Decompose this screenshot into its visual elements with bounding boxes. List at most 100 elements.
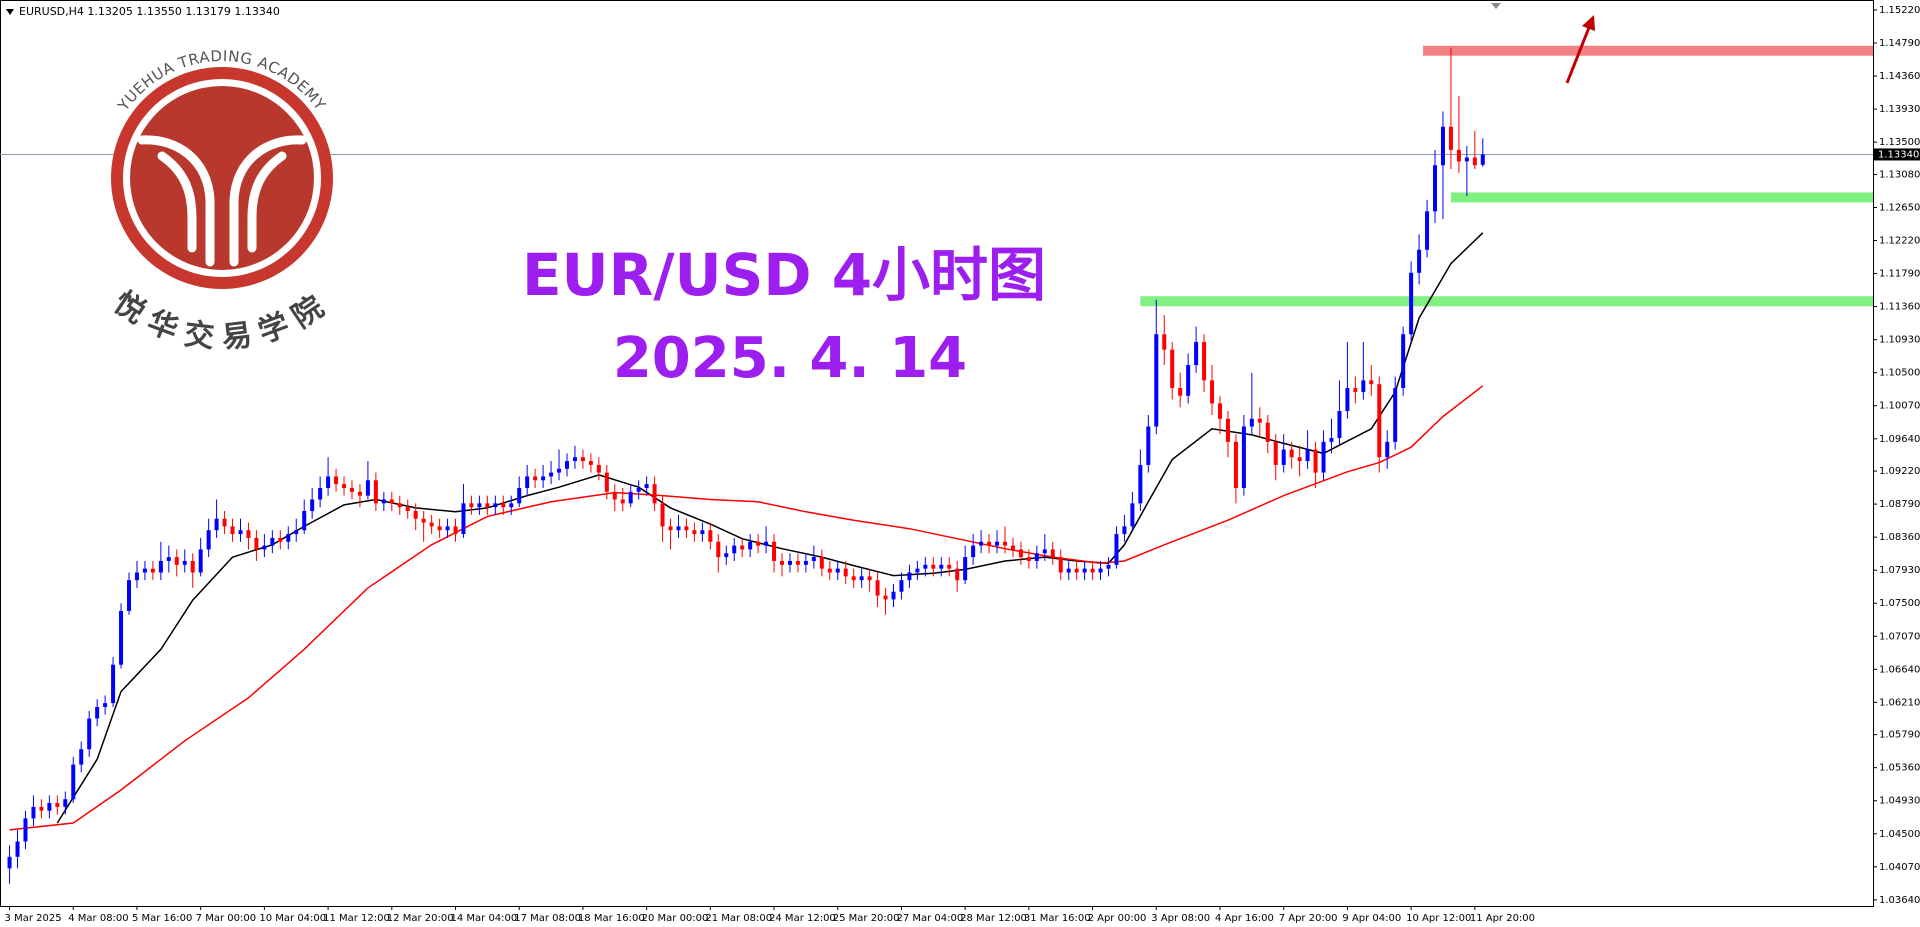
candle-body (270, 537, 275, 546)
y-tick-label: 1.07070 (1879, 631, 1920, 642)
candle-body (1425, 211, 1430, 250)
y-tick-label: 1.03640 (1879, 895, 1920, 906)
moving-average (9, 385, 1484, 831)
candle-body (1281, 449, 1286, 465)
candle-body (1122, 526, 1127, 535)
candle-body (254, 537, 259, 550)
y-tick-label: 1.14360 (1879, 71, 1920, 82)
candle-body (509, 503, 514, 508)
candle-body (724, 553, 729, 558)
candle-body (580, 457, 585, 462)
candle-body (564, 461, 569, 469)
y-tick-label: 1.15220 (1879, 5, 1920, 16)
candle-body (740, 545, 745, 550)
level-zone (1140, 296, 1873, 307)
candle-body (1393, 388, 1398, 442)
candle-body (557, 468, 562, 473)
candle-body (262, 545, 267, 550)
logo-y (137, 135, 307, 267)
candle-body (1114, 534, 1119, 565)
candle-body (1194, 341, 1199, 366)
y-tick-label: 1.08360 (1879, 532, 1920, 543)
x-tick-label: 11 Apr 20:00 (1470, 913, 1535, 924)
candle-body (71, 764, 76, 800)
candle-body (1026, 557, 1031, 561)
candle-body (1082, 568, 1087, 573)
candle-body (230, 526, 235, 535)
x-tick-label: 7 Mar 00:00 (196, 913, 256, 924)
level-zone (1450, 192, 1873, 203)
y-tick-label: 1.11360 (1879, 302, 1920, 313)
candle-body (748, 541, 753, 550)
y-tick-label: 1.12650 (1879, 202, 1920, 213)
candle-body (318, 487, 323, 500)
y-tick-label: 1.09220 (1879, 466, 1920, 477)
candle-body (1090, 568, 1095, 573)
y-tick-label: 1.07500 (1879, 598, 1920, 609)
candle-body (1162, 334, 1167, 350)
candle-body (668, 526, 673, 531)
candle-body (334, 476, 339, 485)
candle-body (501, 503, 506, 508)
candle-body (326, 476, 331, 488)
candle-body (190, 560, 195, 573)
candle-body (246, 530, 251, 538)
candle-body (612, 491, 617, 500)
candle-body (485, 503, 490, 508)
candle-body (127, 580, 132, 611)
y-tick-label: 1.11790 (1879, 269, 1920, 280)
candle-body (883, 595, 888, 600)
candle-body (676, 526, 681, 531)
candle-body (533, 476, 538, 481)
candle-body (95, 706, 100, 719)
candle-body (604, 472, 609, 492)
candle-body (795, 560, 800, 565)
candle-body (437, 526, 442, 531)
candle-body (541, 476, 546, 481)
x-tick-label: 10 Mar 04:00 (259, 913, 326, 924)
level-zone (1423, 45, 1873, 56)
candle-body (150, 568, 155, 573)
chart-subtitle: 2025. 4. 14 (613, 326, 967, 391)
candle-body (1377, 384, 1382, 458)
candle-body (692, 530, 697, 535)
candle-body (1058, 557, 1063, 573)
candle-body (349, 487, 354, 492)
candle-body (1002, 541, 1007, 546)
y-tick-label: 1.13930 (1879, 104, 1920, 115)
candle-body (987, 541, 992, 546)
candle-body (660, 503, 665, 527)
candle-body (286, 534, 291, 542)
candle-body (947, 564, 952, 569)
candle-body (1186, 365, 1191, 396)
candle-body (628, 491, 633, 504)
y-tick-label: 1.12220 (1879, 236, 1920, 247)
y-tick-label: 1.13500 (1879, 137, 1920, 148)
candle-body (1146, 426, 1151, 465)
candle-body (373, 480, 378, 504)
candle-body (1440, 126, 1445, 166)
candle-body (87, 718, 92, 750)
candle-body (453, 526, 458, 535)
candle-body (923, 564, 928, 569)
candle-body (1353, 388, 1358, 392)
candle-body (971, 545, 976, 558)
candle-body (1217, 403, 1222, 419)
candle-body (764, 541, 769, 546)
x-tick-label: 3 Apr 08:00 (1151, 913, 1210, 924)
candle-body (119, 610, 124, 665)
candle-body (134, 572, 139, 581)
y-tick-label: 1.14790 (1879, 38, 1920, 49)
candle-body (158, 560, 163, 573)
candle-body (1472, 157, 1477, 166)
candle-body (875, 580, 880, 596)
candle-body (1480, 154, 1485, 165)
candle-body (931, 564, 936, 569)
candle-body (39, 806, 44, 811)
candle-body (1225, 418, 1230, 442)
candle-body (756, 541, 761, 546)
candle-body (198, 549, 203, 573)
candle-body (979, 541, 984, 546)
chart-title: EUR/USD 4小时图 (522, 241, 1046, 309)
